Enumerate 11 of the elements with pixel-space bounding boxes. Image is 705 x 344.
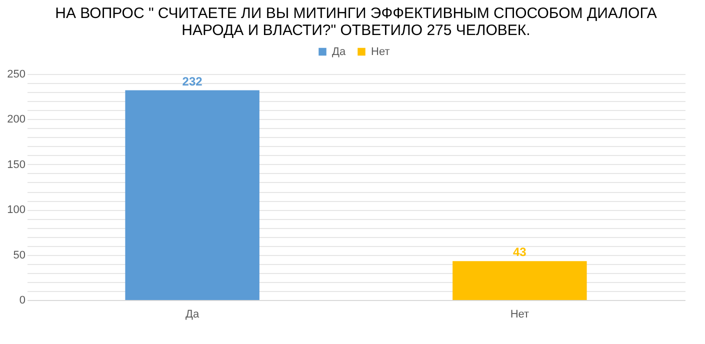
y-tick-label: 150: [7, 158, 26, 171]
data-label: 232: [182, 74, 203, 88]
legend-label: Нет: [371, 46, 390, 58]
legend-label: Да: [332, 46, 346, 58]
y-tick-label: 0: [19, 294, 26, 306]
y-tick-label: 250: [7, 68, 26, 80]
y-tick-label: 100: [7, 204, 26, 216]
y-tick-label: 50: [13, 249, 26, 262]
y-tick-label: 200: [7, 114, 26, 126]
chart-title: НА ВОПРОС " СЧИТАЕТЕ ЛИ ВЫ МИТИНГИ ЭФФЕКТИВНЫМ СПОСОБОМ ДИАЛОГА НАРОДА И ВЛАСТИ?" ОТВЕТИЛО 275 ЧЕЛОВЕК.: [55, 5, 657, 39]
data-label: 43: [513, 245, 527, 260]
